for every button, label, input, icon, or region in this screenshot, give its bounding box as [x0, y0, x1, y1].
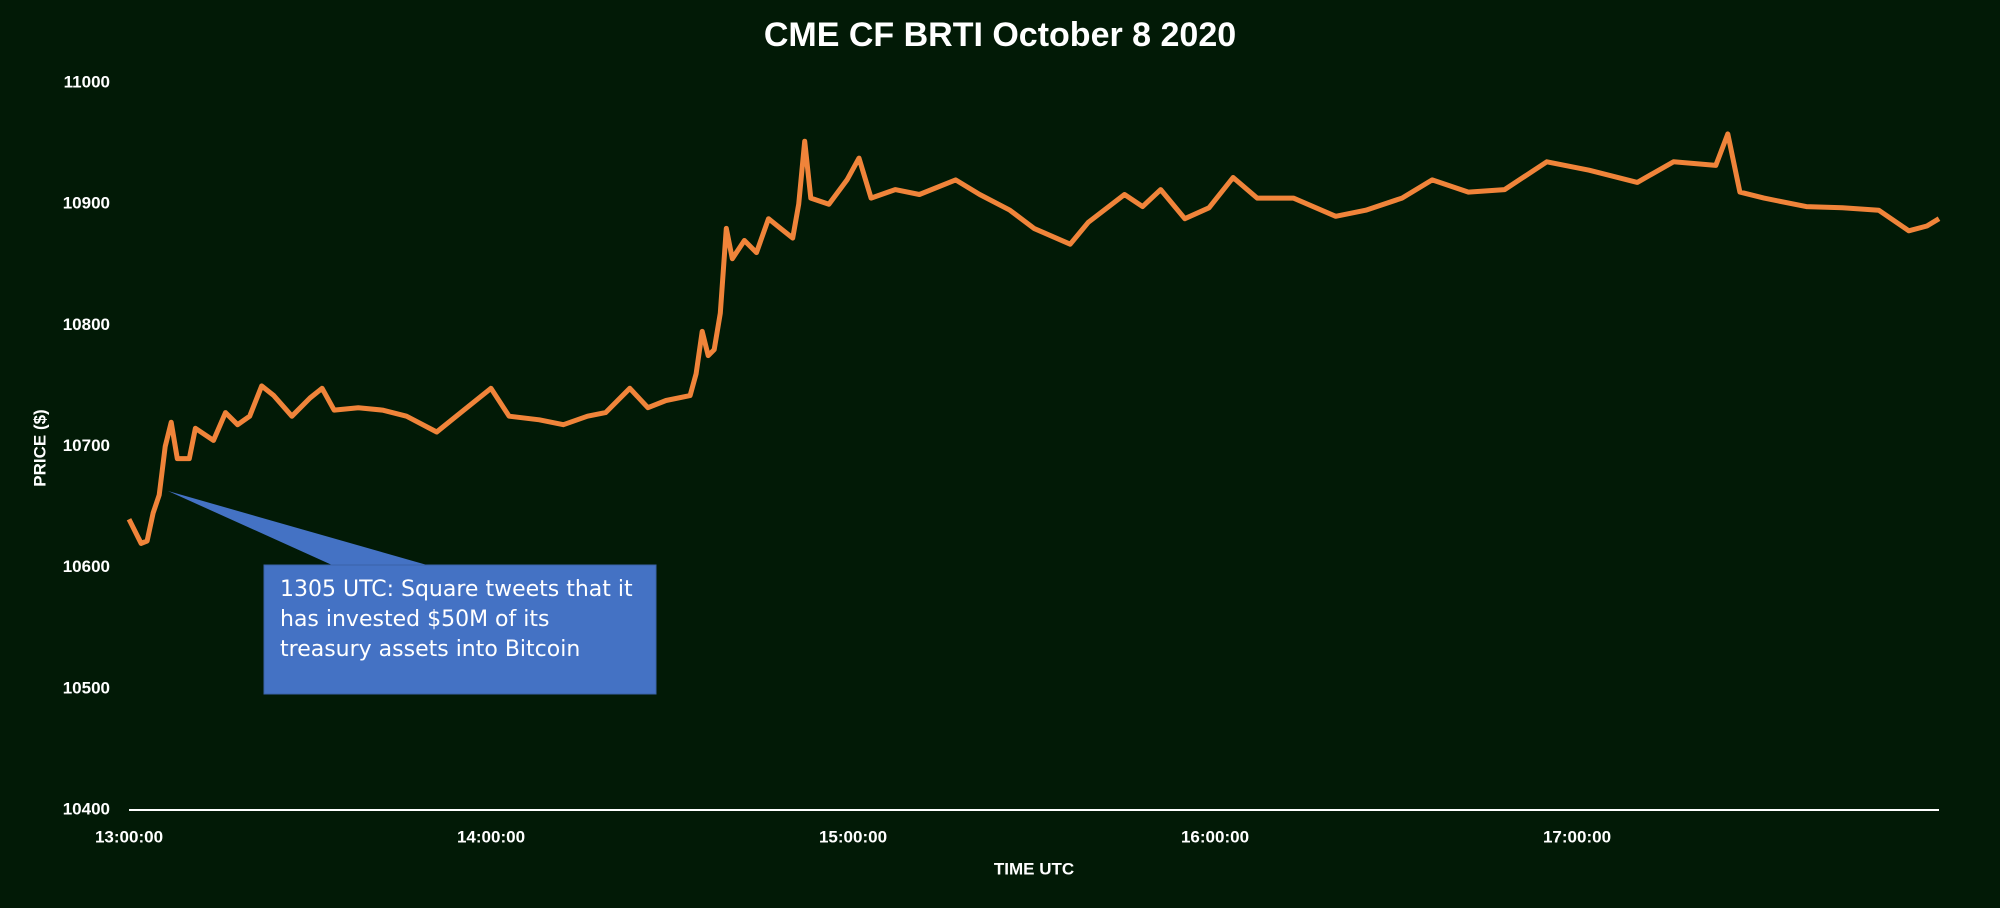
- x-axis-title: TIME UTC: [994, 859, 1074, 878]
- y-tick-label: 10700: [63, 436, 110, 455]
- annotation-box: [263, 564, 657, 695]
- price-line: [126, 131, 1941, 546]
- annotation: 1305 UTC: Square tweets that it has inve…: [280, 577, 633, 662]
- y-axis-title: PRICE ($): [30, 409, 49, 486]
- y-tick-label: 10400: [63, 799, 110, 818]
- y-tick-label: 10900: [63, 194, 110, 213]
- callout-pointer: [168, 491, 427, 565]
- x-tick-label: 17:00:00: [1543, 827, 1611, 846]
- x-tick-label: 14:00:00: [457, 827, 525, 846]
- y-tick-label: 10500: [63, 678, 110, 697]
- y-tick-label: 11000: [64, 72, 110, 91]
- y-tick-label: 10800: [63, 315, 110, 334]
- y-tick-label: 10600: [63, 557, 110, 576]
- x-tick-label: 13:00:00: [95, 827, 163, 846]
- x-tick-label: 15:00:00: [819, 827, 887, 846]
- annotation-area: 1305 UTC: Square tweets that it has inve…: [280, 577, 633, 662]
- x-tick-label: 16:00:00: [1181, 827, 1249, 846]
- chart-title: CME CF BRTI October 8 2020: [764, 16, 1236, 54]
